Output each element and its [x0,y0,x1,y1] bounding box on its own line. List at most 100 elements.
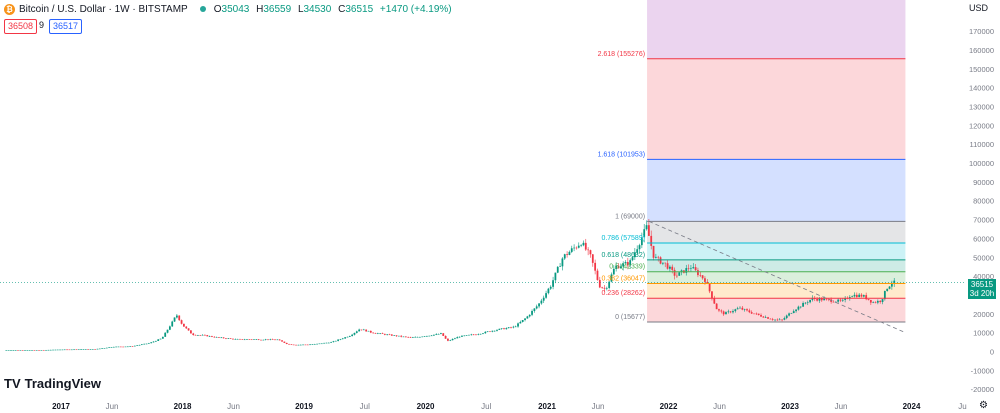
candle-body [818,298,821,301]
candle-body [697,270,699,276]
candle-body [225,338,227,339]
candle-body [573,247,576,249]
price-tick-label: -10000 [971,366,994,375]
candle-body [893,280,896,284]
candle-body [676,275,678,277]
last-price-tag: 36515 3d 20h [968,279,996,299]
candle-body [101,348,104,349]
candle-body [598,279,601,288]
candle-body [271,339,274,340]
candle-body [874,302,877,303]
candle-body [110,347,113,348]
candle-body [661,262,664,264]
time-tick-label: 2021 [538,402,556,411]
candle-body [454,338,456,339]
candle-body [154,340,157,342]
symbol-title[interactable]: Bitcoin / U.S. Dollar · 1W · BITSTAMP [19,3,188,15]
candle-body [799,306,802,308]
candle-body [545,293,547,298]
candle-body [204,334,206,336]
fib-zone-0.5 [647,259,906,272]
candle-body [844,298,847,300]
candle-body [372,332,375,334]
candle-body [739,307,741,309]
candle-body [643,229,646,238]
candle-body [416,336,419,338]
candle-body [608,281,611,288]
tradingview-logo-icon: TV [4,376,21,391]
candle-body [433,334,435,336]
fib-label-2.618: 2.618 (155276) [598,51,645,58]
candle-body [640,237,643,246]
price-tick-label: 160000 [969,46,994,55]
candle-body [596,270,599,280]
candle-body [302,344,304,346]
candle-body [652,245,655,258]
candle-body [288,343,290,345]
candle-body [669,266,671,269]
candle-body [187,328,190,331]
candle-body [236,339,239,340]
candle-body [552,280,554,287]
symbol-header: ₿ Bitcoin / U.S. Dollar · 1W · BITSTAMP … [4,2,452,16]
tradingview-logo[interactable]: TV TradingView [4,376,101,391]
candle-body [804,302,807,304]
candle-body [367,330,370,332]
candle-body [708,283,711,292]
candle-body [631,257,634,261]
candle-body [654,256,657,258]
candle-body [376,333,379,334]
candle-body [465,335,468,336]
candle-body [133,345,136,347]
candle-body [334,340,337,342]
candle-body [720,310,723,312]
buy-button[interactable]: 36517 [49,19,83,34]
candle-body [59,349,61,351]
candle-body [853,294,856,297]
change-value: +1470 (+4.19%) [379,3,452,15]
candle-body [524,318,526,320]
candle-body [851,296,854,298]
candle-body [645,225,648,230]
candle-body [400,335,403,337]
candle-body [52,349,54,351]
candle-body [89,349,92,350]
low-label: L [297,3,304,15]
candle-body [440,333,442,335]
candle-body [180,320,183,324]
candle-body [54,349,57,351]
price-tick-label: 100000 [969,159,994,168]
candle-body [764,317,767,318]
candle-body [73,349,75,351]
candle-body [383,333,386,335]
fib-label-1.618: 1.618 (101953) [598,151,645,158]
candle-body [61,349,64,351]
high-label: H [256,3,264,15]
candle-body [538,303,540,307]
candle-body [147,343,150,344]
candle-body [470,334,473,336]
candle-body [776,319,779,321]
candle-body [841,299,844,301]
candle-body [582,242,585,246]
trendline [648,221,906,334]
candle-body [451,338,454,341]
sell-button[interactable]: 36508 [4,19,38,34]
candle-body [318,343,321,345]
gear-icon[interactable]: ⚙ [979,400,988,411]
candle-body [580,245,583,246]
candle-body [610,274,613,282]
candle-body [353,332,356,335]
candle-body [66,349,68,351]
candle-body [692,267,695,269]
fib-zone-0.382 [647,271,906,284]
candle-body [657,256,660,258]
candle-body [659,257,662,264]
fib-lines: 0 (15677) 0.236 (28262) 0.382 (36047) 0.5 (… [598,51,906,323]
candle-body [827,298,830,300]
candle-body [760,314,762,317]
fib-label-0.786: 0.786 (57589) [601,235,645,242]
currency-selector[interactable]: USD [969,3,989,13]
candle-body [636,249,639,253]
